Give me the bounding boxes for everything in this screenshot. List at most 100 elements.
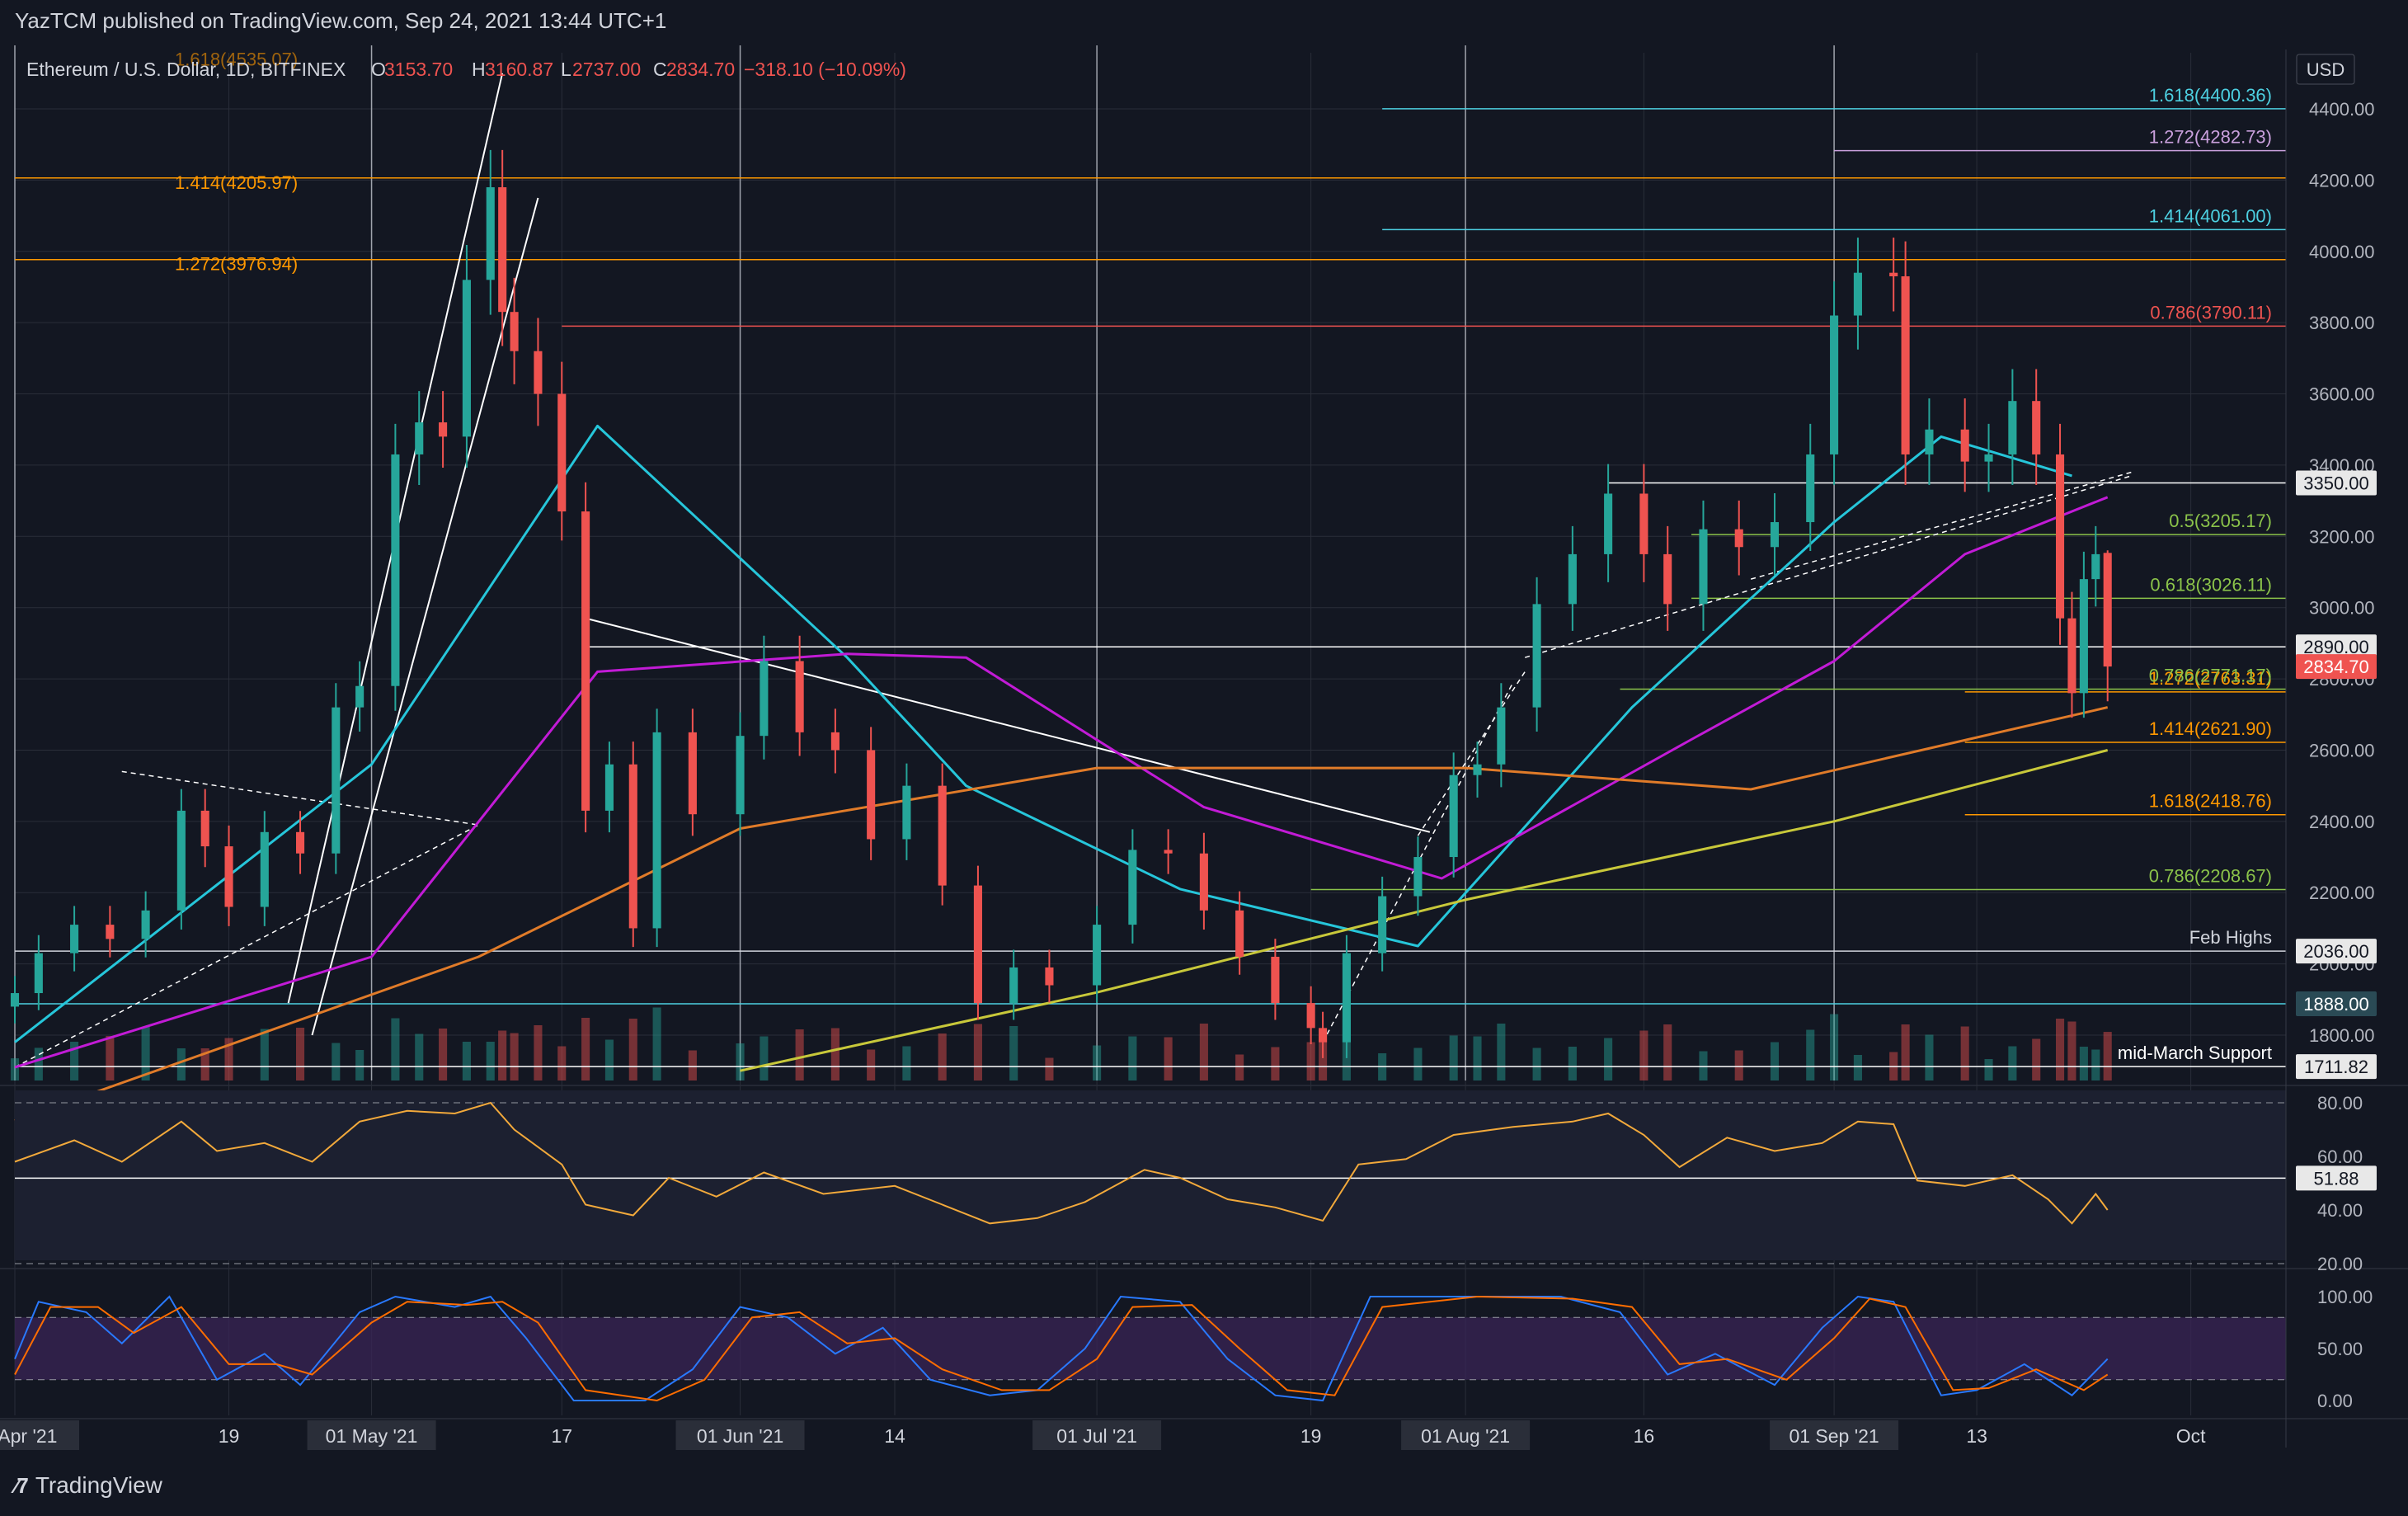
candle-body — [1473, 764, 1482, 775]
rsi-tick: 20.00 — [2317, 1254, 2363, 1274]
volume-bar — [1449, 1035, 1458, 1081]
volume-bar — [141, 1027, 150, 1081]
time-tag-bg — [307, 1420, 436, 1450]
volume-bar — [534, 1025, 543, 1081]
candle-body — [2008, 401, 2017, 454]
candle-body — [1164, 850, 1173, 854]
volume-bar — [2103, 1032, 2112, 1081]
volume-bar — [10, 1058, 20, 1081]
volume-bar — [1925, 1034, 1934, 1081]
time-tick: 13 — [1966, 1425, 1987, 1447]
candle-body — [415, 422, 424, 454]
candle-body — [486, 187, 495, 280]
volume-bar — [70, 1042, 79, 1081]
candle-body — [867, 750, 876, 840]
high-value: 3160.87 — [485, 59, 553, 80]
high-label: H — [472, 59, 486, 80]
volume-bar — [1235, 1054, 1244, 1081]
stoch-line-stoch_d — [14, 1295, 2109, 1402]
candle-body — [1235, 910, 1244, 957]
level-label: 0.786(2771.17) — [2149, 666, 2272, 686]
candle-body — [688, 732, 697, 815]
price-tag-bg — [2296, 654, 2377, 680]
candle-body — [462, 280, 471, 437]
candle-body — [391, 454, 400, 686]
volume-bar — [1199, 1024, 1208, 1081]
rsi-line — [14, 1101, 2109, 1225]
candle-body — [557, 393, 567, 512]
price-tick: 3800.00 — [2309, 313, 2375, 333]
trendlines — [14, 73, 2132, 1068]
time-tag-bg — [1770, 1420, 1899, 1450]
volume-bar — [973, 1024, 982, 1081]
volume-bar — [1271, 1047, 1280, 1081]
publish-info: YazTCM published on TradingView.com, Sep… — [15, 8, 667, 33]
volume-bar — [1532, 1048, 1541, 1081]
tradingview-logo-icon: ⁄7 — [15, 1472, 29, 1498]
volume-bar — [1770, 1042, 1780, 1081]
candle-body — [1306, 1003, 1315, 1029]
volume-bar — [1806, 1029, 1815, 1081]
price-tick: 1800.00 — [2309, 1025, 2375, 1046]
price-tag-bg — [2296, 991, 2377, 1016]
candle-body — [1639, 493, 1648, 554]
volume-bar — [439, 1029, 448, 1081]
volume-bar — [1319, 1036, 1328, 1081]
stoch-tick: 100.00 — [2317, 1287, 2373, 1307]
candle-body — [736, 736, 745, 815]
volume-bar — [2079, 1047, 2088, 1081]
candle-body — [1319, 1028, 1328, 1043]
candle-body — [70, 925, 79, 953]
time-tick: 16 — [1634, 1425, 1655, 1447]
volume-bar — [391, 1018, 400, 1081]
volume-bar — [688, 1050, 697, 1081]
volume-bar — [1306, 1042, 1315, 1081]
volume-bar — [1699, 1051, 1708, 1081]
volume-bar — [332, 1043, 341, 1081]
time-tag-bg — [0, 1420, 79, 1450]
trendline — [121, 770, 479, 826]
candle-body — [1770, 522, 1780, 548]
footer-brand[interactable]: ⁄7 TradingView — [15, 1472, 162, 1499]
volume-bar — [736, 1043, 745, 1081]
candle-body — [1901, 276, 1910, 454]
volume-bar — [1093, 1045, 1102, 1081]
candle-body — [1378, 896, 1387, 953]
volume-bar — [2032, 1038, 2041, 1081]
candle-body — [1663, 553, 1672, 605]
level-label: Feb Highs — [2189, 927, 2272, 948]
currency-button[interactable]: USD — [2296, 54, 2355, 85]
candle-body — [973, 885, 982, 1004]
candle-body — [1497, 707, 1506, 765]
moving-average-ema20 — [14, 424, 2072, 1043]
level-label: 0.786(3790.11) — [2150, 302, 2272, 323]
candle-body — [830, 732, 840, 751]
currency-button-bg[interactable] — [2296, 54, 2355, 85]
candle-body — [332, 707, 341, 854]
level-labels: 1.618(4400.36) 1.272(4282.73) 1.414(4205.9… — [175, 49, 2272, 1063]
candle-body — [1853, 272, 1862, 316]
price-tag: 3350.00 — [2303, 473, 2369, 494]
volume-bar — [2091, 1049, 2100, 1081]
volume-bar — [1009, 1026, 1018, 1081]
time-tick: 17 — [551, 1425, 572, 1447]
candle-body — [938, 785, 947, 886]
level-label: 1.414(2621.90) — [2149, 718, 2272, 739]
candle-body — [628, 764, 637, 929]
candle-body — [1413, 857, 1423, 897]
trendline — [1524, 475, 2132, 658]
volume-bar — [604, 1039, 614, 1081]
rsi-tick: 60.00 — [2317, 1146, 2363, 1167]
candle-body — [176, 810, 186, 911]
volume-bar — [200, 1048, 209, 1081]
candle-body — [652, 732, 661, 929]
close-value: 2834.70 — [666, 59, 735, 80]
level-label: 0.786(2208.67) — [2149, 865, 2272, 886]
time-tick: 14 — [884, 1425, 905, 1447]
level-label: 0.5(3205.17) — [2169, 511, 2272, 531]
ohlc-readout: O 3153.70 H 3160.87 L 2737.00 C 2834.70 … — [371, 59, 906, 80]
volume-bar — [1984, 1059, 1993, 1081]
candle-body — [224, 846, 233, 907]
level-label: 1.272(3976.94) — [175, 254, 298, 275]
